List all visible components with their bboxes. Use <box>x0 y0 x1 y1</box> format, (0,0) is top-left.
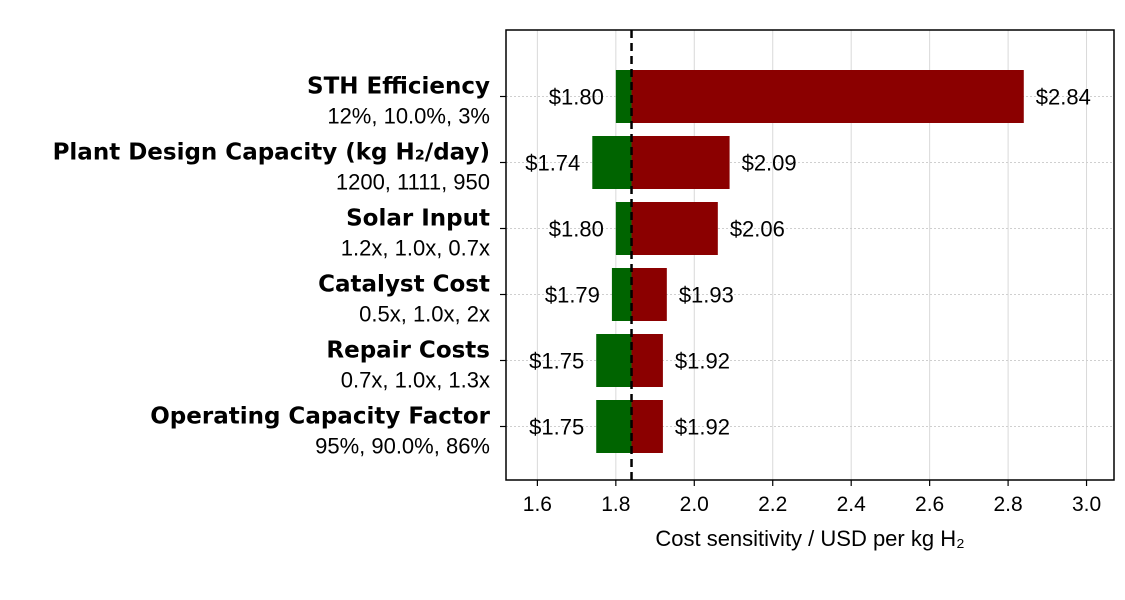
bar-high <box>631 400 663 453</box>
bar-low <box>596 400 632 453</box>
high-value-label: $2.06 <box>730 217 785 242</box>
bar-low <box>592 136 632 189</box>
bar-low <box>615 202 632 255</box>
high-value-label: $1.93 <box>679 283 734 308</box>
category-values: 12%, 10.0%, 3% <box>327 104 490 129</box>
x-tick-label: 2.2 <box>758 493 787 516</box>
bars <box>592 70 1024 453</box>
bar-low <box>611 268 632 321</box>
x-tick-label: 2.8 <box>993 493 1022 516</box>
x-tick-label: 1.6 <box>523 493 552 516</box>
data-labels: $1.80 $2.84 $1.74 $2.09 $1.80 $2.06 $1.79 $1.93… <box>525 85 1091 440</box>
bar-low <box>596 334 632 387</box>
low-value-label: $1.75 <box>529 415 584 440</box>
category-values: 0.7x, 1.0x, 1.3x <box>341 368 490 393</box>
category-name: STH Efficiency <box>307 74 490 100</box>
category-name: Operating Capacity Factor <box>150 404 490 430</box>
category-labels: STH Efficiency 12%, 10.0%, 3% Plant Design… <box>53 74 491 459</box>
category-values: 1.2x, 1.0x, 0.7x <box>341 236 490 261</box>
axis-ticks: 1.6 1.8 2.0 2.2 2.4 2.6 2.8 3.0 <box>500 95 1101 516</box>
category-values: 95%, 90.0%, 86% <box>315 434 490 459</box>
high-value-label: $2.09 <box>742 151 797 176</box>
category-values: 1200, 1111, 950 <box>336 170 490 195</box>
category-name: Repair Costs <box>326 338 490 364</box>
bar-low <box>615 70 632 123</box>
low-value-label: $1.74 <box>525 151 580 176</box>
x-tick-label: 3.0 <box>1072 493 1101 516</box>
category-name: Solar Input <box>346 206 490 232</box>
x-tick-label: 1.8 <box>601 493 630 516</box>
x-axis-title: Cost sensitivity / USD per kg H₂ <box>655 526 964 551</box>
x-tick-label: 2.4 <box>837 493 867 516</box>
low-value-label: $1.75 <box>529 349 584 374</box>
low-value-label: $1.80 <box>549 85 604 110</box>
bar-high <box>631 136 730 189</box>
bar-high <box>631 70 1024 123</box>
bar-high <box>631 334 663 387</box>
high-value-label: $1.92 <box>675 349 730 374</box>
high-value-label: $2.84 <box>1036 85 1091 110</box>
low-value-label: $1.80 <box>549 217 604 242</box>
category-values: 0.5x, 1.0x, 2x <box>359 302 490 327</box>
low-value-label: $1.79 <box>545 283 600 308</box>
bar-high <box>631 268 667 321</box>
x-tick-label: 2.6 <box>915 493 944 516</box>
bar-high <box>631 202 718 255</box>
plot-frame <box>505 29 1115 481</box>
category-name: Catalyst Cost <box>318 272 490 298</box>
category-name: Plant Design Capacity (kg H₂/day) <box>53 140 490 166</box>
high-value-label: $1.92 <box>675 415 730 440</box>
x-tick-label: 2.0 <box>680 493 709 516</box>
